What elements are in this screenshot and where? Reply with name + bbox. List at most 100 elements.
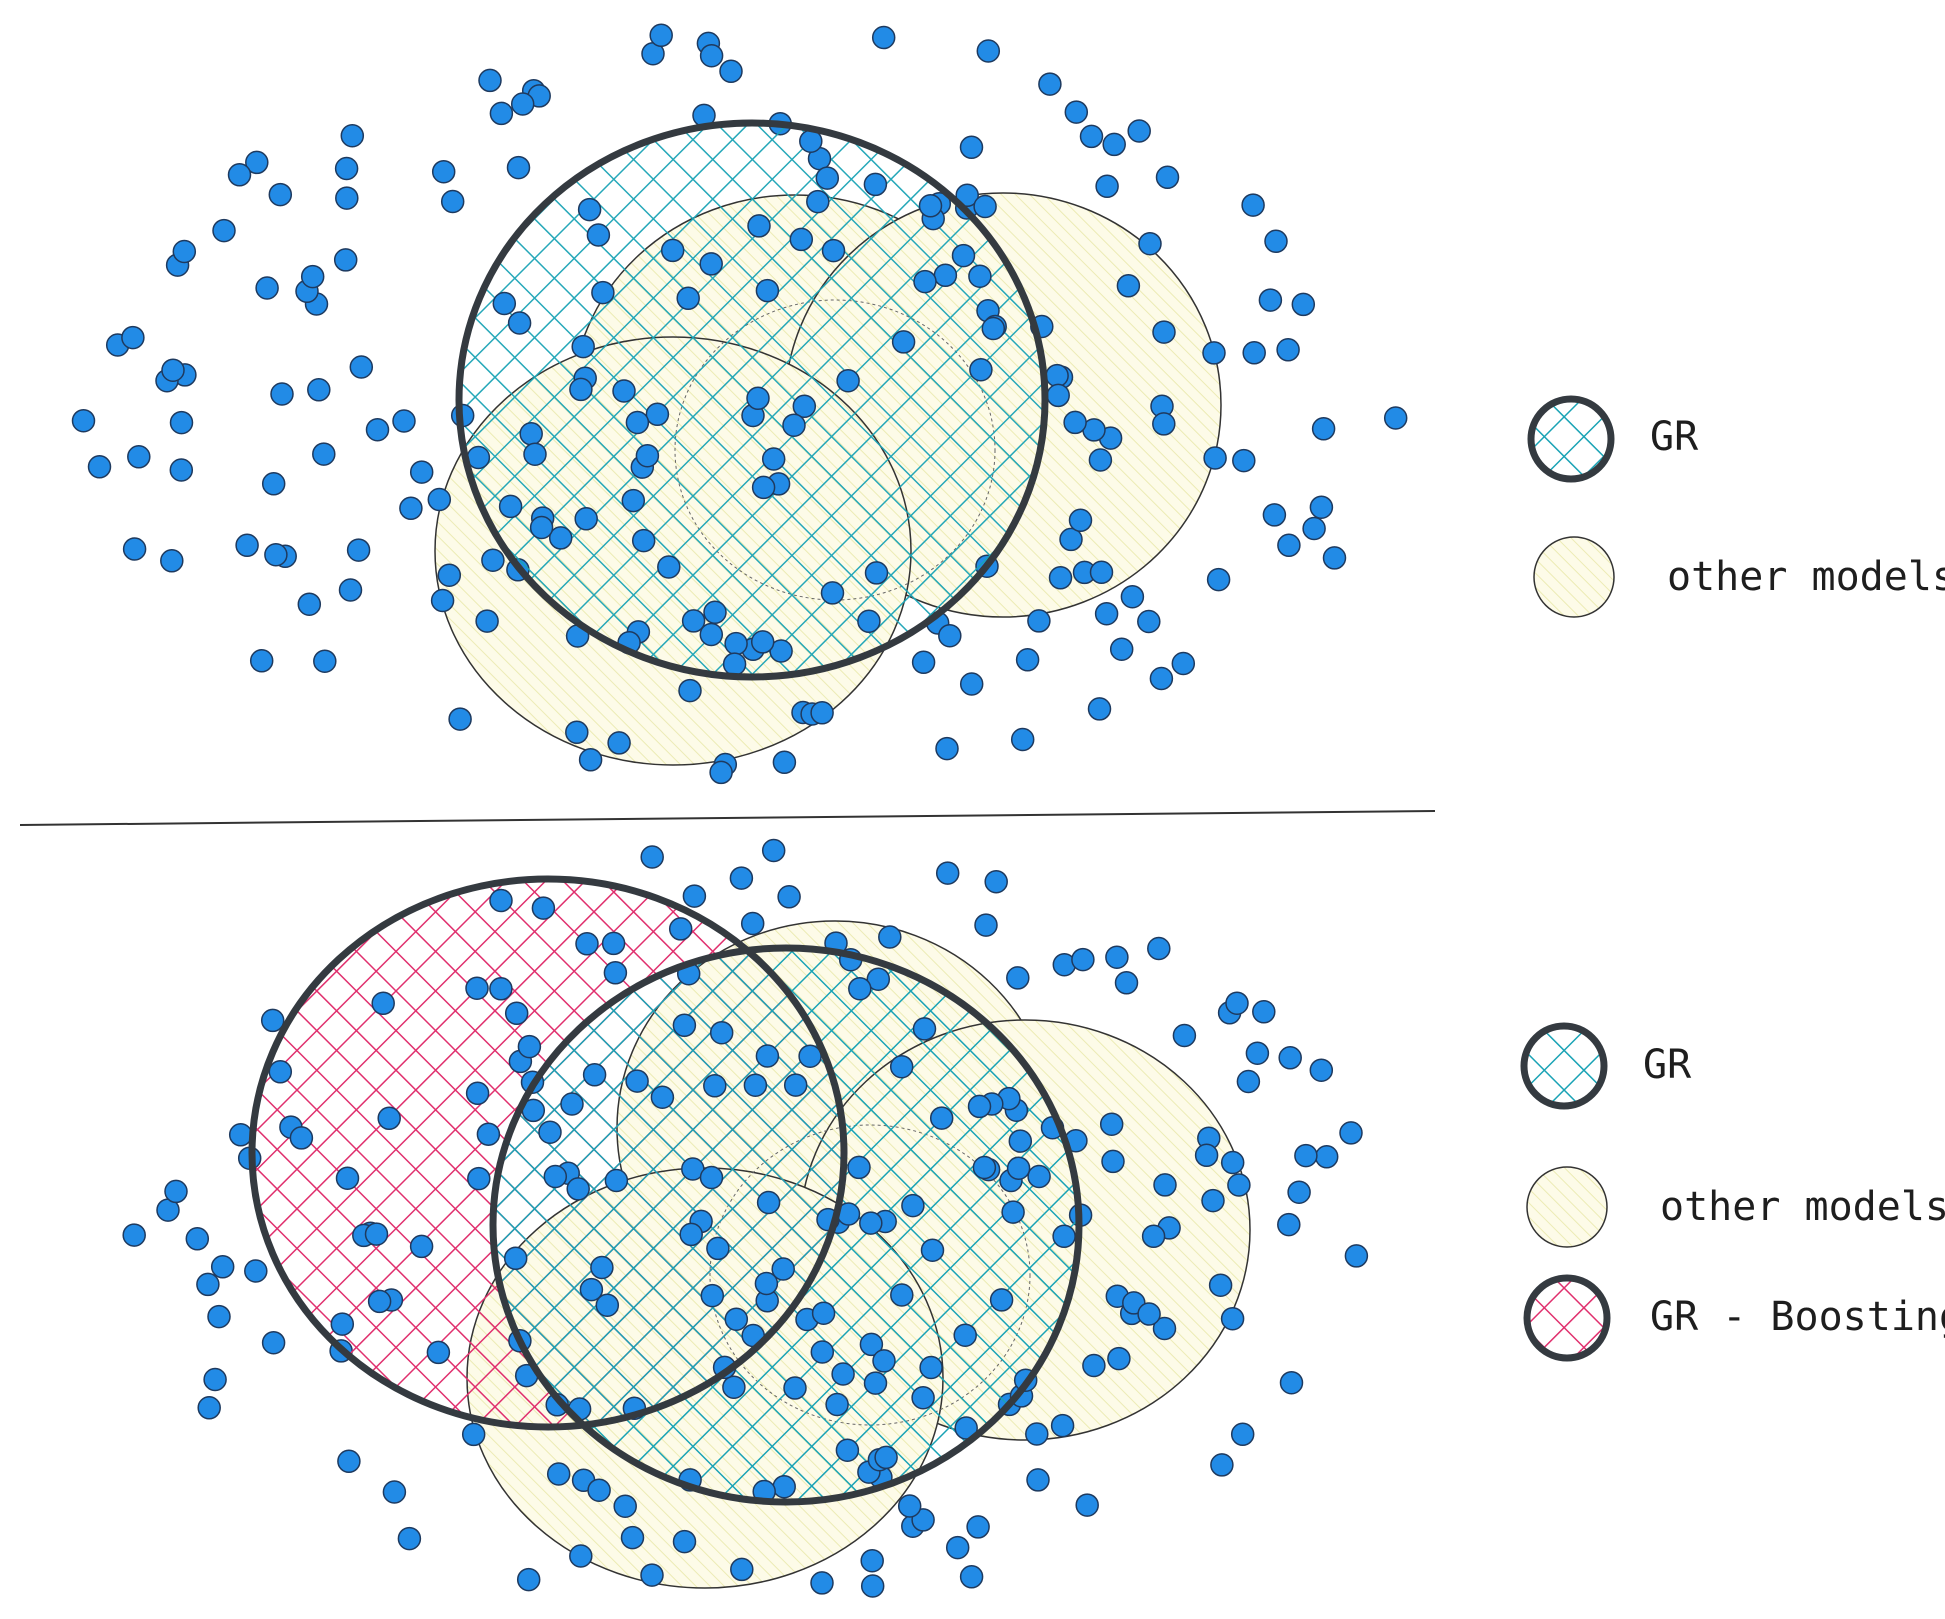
data-point (548, 526, 573, 550)
data-point (604, 1168, 629, 1193)
data-point (1264, 229, 1288, 254)
data-point (1252, 1000, 1276, 1024)
data-point (270, 382, 294, 406)
data-point (1278, 1046, 1302, 1070)
data-point (227, 163, 252, 187)
data-point (607, 731, 631, 755)
data-point (590, 1255, 614, 1280)
data-point (1089, 560, 1114, 585)
data-point (1068, 508, 1093, 533)
bottom-panel: GR other models GR - Boosting (122, 838, 1945, 1598)
data-point (969, 357, 993, 382)
data-point (625, 410, 650, 435)
data-point (566, 1177, 590, 1201)
legend-other-label: other models (1660, 1184, 1945, 1230)
data-point (571, 334, 595, 359)
data-point (196, 1272, 220, 1297)
data-point (169, 458, 194, 482)
data-point (860, 1548, 884, 1573)
data-point (349, 355, 374, 379)
data-point (1127, 119, 1151, 143)
data-point (679, 1222, 703, 1247)
data-point (755, 278, 780, 303)
data-point (703, 1074, 727, 1098)
data-point (575, 932, 599, 956)
data-point (297, 592, 322, 616)
data-point (676, 286, 700, 311)
data-point (730, 1557, 754, 1582)
data-point (897, 1494, 922, 1518)
data-point (1149, 666, 1174, 691)
data-point (1138, 231, 1162, 256)
data-point (87, 455, 112, 479)
data-point (755, 1044, 780, 1068)
data-point (489, 888, 513, 913)
data-point (337, 1449, 361, 1474)
data-point (750, 630, 775, 654)
data-point (1114, 971, 1139, 995)
data-point (1172, 1023, 1197, 1048)
data-point (1087, 697, 1112, 721)
data-point (169, 410, 194, 435)
data-point (261, 1330, 286, 1355)
data-point (1137, 609, 1161, 634)
data-point (621, 488, 646, 513)
data-point (1064, 100, 1089, 124)
data-point (504, 1001, 529, 1026)
data-point (1015, 648, 1040, 672)
data-point (255, 276, 279, 300)
data-point (821, 238, 846, 263)
data-point (719, 59, 743, 84)
data-point (835, 1438, 860, 1462)
data-point (437, 563, 462, 587)
data-point (709, 1020, 734, 1045)
data-point (771, 1257, 795, 1281)
data-point (772, 750, 797, 775)
data-point (465, 1081, 490, 1106)
legend-other-swatch (1526, 1166, 1608, 1248)
data-point (777, 885, 801, 909)
data-point (1230, 1422, 1255, 1447)
data-point (245, 150, 269, 175)
data-point (516, 1567, 541, 1592)
data-point (699, 1165, 724, 1190)
data-point (546, 1462, 571, 1486)
data-point (1010, 727, 1035, 752)
data-point (312, 442, 336, 466)
data-point (810, 1340, 835, 1364)
data-point (754, 1271, 779, 1296)
data-point (699, 252, 723, 276)
legend-gr-swatch (1527, 395, 1615, 483)
data-point (729, 866, 754, 890)
data-point (974, 913, 998, 937)
data-point (164, 1179, 188, 1204)
legend-gr-label: GR (1643, 1042, 1692, 1088)
data-point (649, 23, 673, 48)
data-point (203, 1367, 227, 1392)
data-point (264, 542, 288, 567)
data-point (1232, 448, 1256, 473)
data-point (330, 1312, 355, 1336)
data-point (268, 1060, 293, 1084)
data-point (210, 1255, 235, 1279)
data-point (863, 172, 888, 197)
data-point (335, 186, 359, 210)
data-point (426, 1340, 451, 1365)
data-point (761, 447, 786, 471)
data-point (722, 1375, 746, 1399)
data-point (492, 291, 517, 316)
data-point (911, 1385, 935, 1410)
data-point (820, 581, 845, 605)
data-point (959, 1565, 984, 1589)
data-point (847, 1155, 871, 1180)
data-point (185, 1227, 210, 1251)
data-point (595, 1293, 620, 1317)
data-point (874, 1445, 898, 1470)
data-point (743, 1073, 768, 1097)
data-point (810, 1571, 834, 1595)
data-point (1120, 584, 1145, 609)
data-point (968, 264, 992, 288)
legend-other-label: other models (1667, 554, 1945, 600)
data-point (678, 678, 702, 703)
data-point (1309, 1058, 1334, 1082)
